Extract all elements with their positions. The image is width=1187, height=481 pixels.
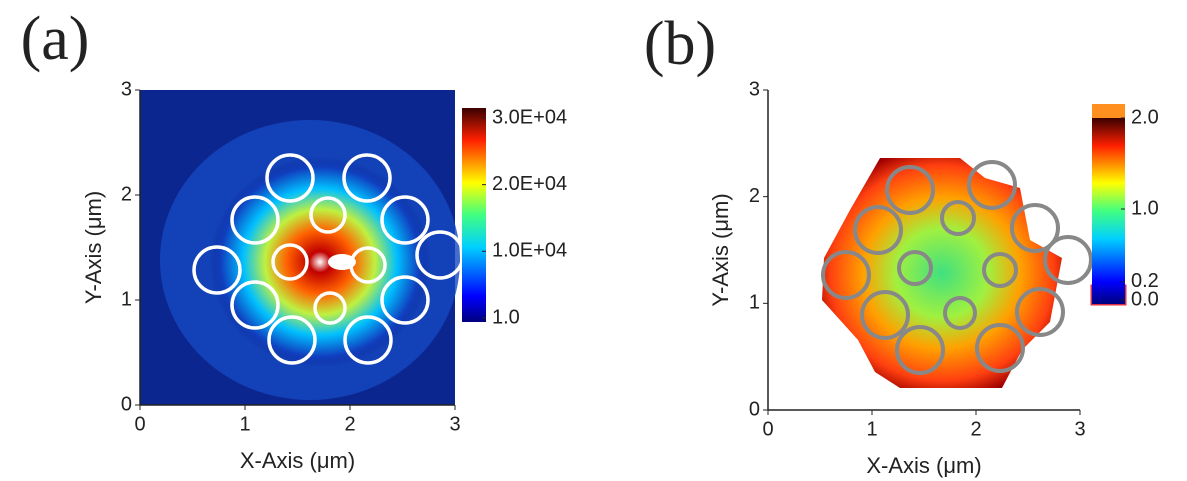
colorbar-label: 2.0: [1131, 106, 1159, 128]
y-tick-label: 3: [749, 78, 760, 100]
heatmap-a: [140, 90, 463, 405]
colorbar-label: 1.0: [492, 306, 520, 328]
figure: (a) 0 1 2 3 0 1 2 3 X-Axis (μm) Y-Axis (μm) 3.0E+04…: [0, 0, 1187, 481]
panel-label: (b): [644, 10, 716, 78]
x-tick-label: 3: [1074, 418, 1085, 440]
y-tick-label: 1: [121, 288, 132, 310]
y-tick-label: 0: [121, 393, 132, 415]
colorbar-label: 1.0E+04: [492, 240, 567, 262]
x-axis-title: X-Axis (μm): [240, 448, 355, 473]
y-tick-label: 3: [121, 78, 132, 100]
colorbar: [462, 108, 486, 322]
colorbar-label: 2.0E+04: [492, 173, 567, 195]
y-tick-label: 2: [749, 185, 760, 207]
x-tick-label: 2: [344, 413, 355, 435]
y-tick-label: 1: [749, 292, 760, 314]
colorbar-label: 3.0E+04: [492, 106, 567, 128]
x-axis-title: X-Axis (μm): [866, 453, 981, 478]
colorbar-over: [1092, 104, 1125, 118]
x-tick-label: 1: [239, 413, 250, 435]
colorbar-label: 0.0: [1131, 288, 1159, 310]
y-axis-title: Y-Axis (μm): [81, 191, 106, 304]
y-axis-title: Y-Axis (μm): [708, 193, 733, 306]
x-tick-label: 3: [449, 413, 460, 435]
x-tick-label: 1: [866, 418, 877, 440]
y-tick-label: 2: [121, 183, 132, 205]
y-tick-label: 0: [749, 398, 760, 420]
colorbar-label: 1.0: [1131, 197, 1159, 219]
x-tick-label: 2: [970, 418, 981, 440]
heatmap-b: [822, 158, 1125, 388]
panel-label: (a): [21, 5, 90, 73]
colorbar: [1092, 118, 1125, 304]
x-tick-label: 0: [134, 413, 145, 435]
x-tick-label: 0: [762, 418, 773, 440]
